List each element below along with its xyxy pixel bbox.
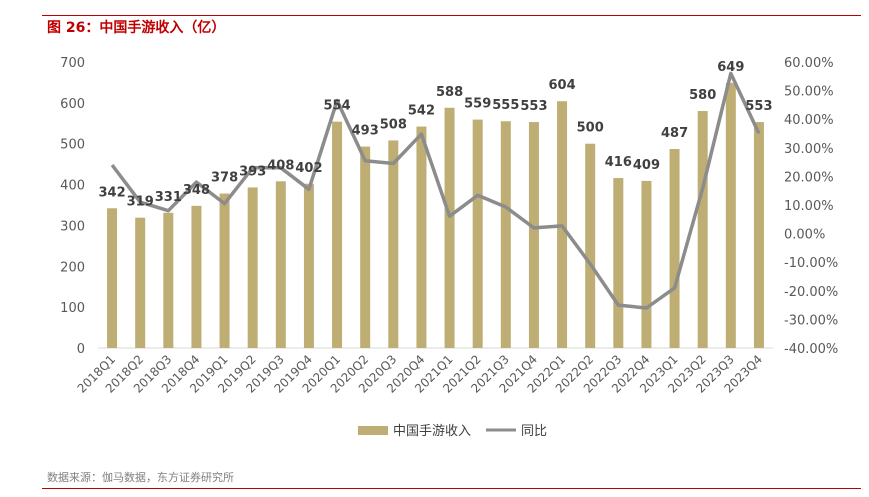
bar-data-label: 508 <box>380 117 407 132</box>
bar-data-label: 604 <box>548 78 575 93</box>
bar-data-label: 319 <box>127 195 154 210</box>
bar <box>613 178 624 348</box>
right-axis-tick-label: 60.00% <box>784 56 834 71</box>
bar <box>528 122 539 348</box>
bar-data-label: 402 <box>295 161 322 176</box>
bar-data-label: 409 <box>633 158 660 173</box>
right-axis-tick-label: 30.00% <box>784 142 834 157</box>
bar <box>107 208 118 348</box>
bar-data-label: 493 <box>352 124 379 139</box>
left-axis: 0 100 200 300 400 500 600 700 <box>60 56 85 357</box>
bar <box>163 212 174 348</box>
bar-data-label: 408 <box>267 158 294 173</box>
bar-data-label: 588 <box>436 85 463 100</box>
bar-data-label: 342 <box>98 185 125 200</box>
left-axis-tick-label: 700 <box>60 56 85 71</box>
bar <box>725 82 736 348</box>
bar <box>585 143 596 348</box>
bar-data-label: 487 <box>661 126 688 141</box>
bar <box>332 121 343 348</box>
bar <box>753 122 764 348</box>
legend: 中国手游收入 同比 <box>358 424 547 439</box>
bar <box>697 111 708 349</box>
bottom-rule <box>42 488 861 489</box>
bar <box>416 126 427 348</box>
bar-data-label: 378 <box>211 171 238 186</box>
line-series <box>110 71 761 310</box>
yoy-line <box>110 71 761 310</box>
right-axis-tick-label: 20.00% <box>784 170 834 185</box>
legend-bar-label: 中国手游收入 <box>393 424 471 439</box>
left-axis-tick-label: 300 <box>60 219 85 234</box>
bar <box>360 146 371 348</box>
category-labels: 2018Q12018Q22018Q32018Q42019Q12019Q22019… <box>75 352 765 396</box>
bar-data-label: 393 <box>239 164 266 179</box>
bar <box>472 119 483 348</box>
bar <box>444 107 455 348</box>
bar <box>135 217 146 348</box>
bar-data-label: 559 <box>464 97 491 112</box>
bar-data-label: 649 <box>717 60 744 75</box>
source-note: 数据来源：伽马数据，东方证券研究所 <box>47 471 234 484</box>
bar-data-label: 416 <box>605 155 632 170</box>
bar-data-label: 331 <box>155 190 182 205</box>
bar-data-label: 553 <box>745 99 772 114</box>
left-axis-tick-label: 0 <box>77 342 85 357</box>
bar-data-label: 542 <box>408 104 435 119</box>
right-axis-tick-label: 50.00% <box>784 85 834 100</box>
right-axis-tick-label: 10.00% <box>784 199 834 214</box>
bar-data-label: 580 <box>689 88 716 103</box>
top-rule <box>42 15 861 16</box>
right-axis-tick-label: 40.00% <box>784 113 834 128</box>
bar <box>303 183 314 348</box>
left-axis-tick-label: 600 <box>60 97 85 112</box>
bar <box>191 205 202 348</box>
left-axis-tick-label: 400 <box>60 179 85 194</box>
right-axis-tick-label: -20.00% <box>784 285 838 300</box>
legend-line-label: 同比 <box>521 424 547 439</box>
bar <box>219 193 230 348</box>
bar <box>247 187 258 348</box>
right-axis: -40.00% -30.00% -20.00% -10.00% 0.00% 10.00% 2… <box>784 56 838 357</box>
legend-bar-swatch <box>358 426 388 435</box>
bar-data-label: 553 <box>520 99 547 114</box>
right-axis-tick-label: -10.00% <box>784 256 838 271</box>
bar <box>388 140 399 348</box>
bar <box>669 149 680 348</box>
left-axis-tick-label: 500 <box>60 138 85 153</box>
bar-data-label: 348 <box>183 183 210 198</box>
bar-data-label: 555 <box>492 98 519 113</box>
bar-data-label: 554 <box>323 99 350 114</box>
right-axis-tick-label: -30.00% <box>784 313 838 328</box>
bar-data-label: 500 <box>577 121 604 136</box>
bar <box>500 121 511 348</box>
left-axis-tick-label: 200 <box>60 260 85 275</box>
right-axis-tick-label: 0.00% <box>784 228 825 243</box>
figure-title: 图 26：中国手游收入（亿） <box>47 20 226 36</box>
right-axis-tick-label: -40.00% <box>784 342 838 357</box>
bar-series <box>107 82 764 349</box>
bar <box>641 180 652 348</box>
bar <box>275 181 286 348</box>
left-axis-tick-label: 100 <box>60 301 85 316</box>
